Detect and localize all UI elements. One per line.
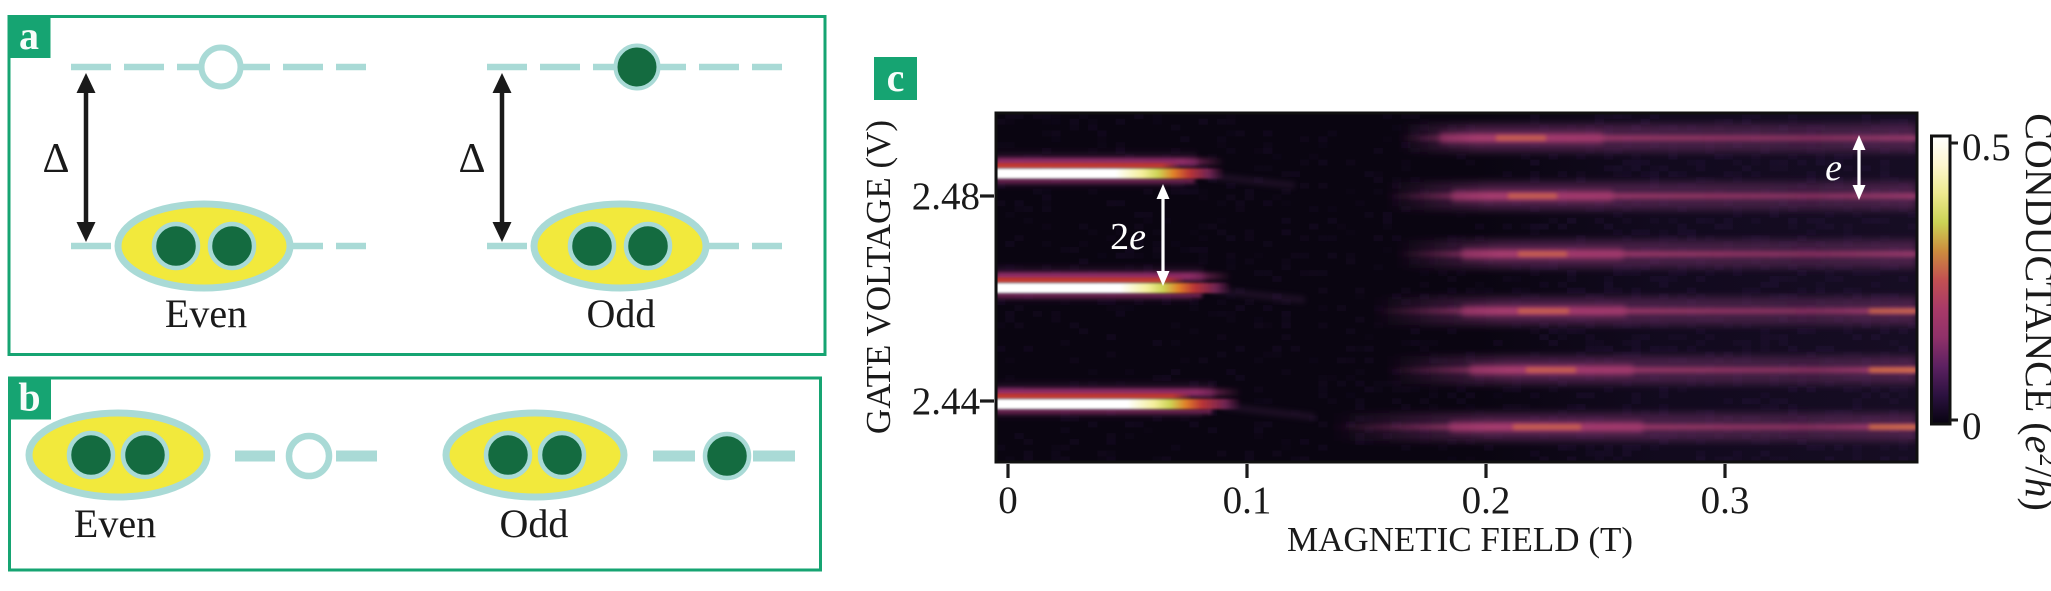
svg-text:e: e: [1825, 147, 1842, 189]
svg-text:GATE VOLTAGE (V): GATE VOLTAGE (V): [859, 120, 898, 434]
svg-text:0.2: 0.2: [1462, 479, 1511, 522]
svg-text:Odd: Odd: [500, 501, 569, 546]
svg-text:0.3: 0.3: [1701, 479, 1750, 522]
svg-text:Even: Even: [165, 291, 247, 336]
svg-text:2.44: 2.44: [912, 380, 980, 423]
svg-text:Even: Even: [74, 501, 156, 546]
svg-text:MAGNETIC FIELD (T): MAGNETIC FIELD (T): [1287, 520, 1633, 559]
svg-text:0: 0: [1962, 405, 1982, 448]
svg-text:0.1: 0.1: [1223, 479, 1272, 522]
svg-text:2.48: 2.48: [912, 175, 980, 218]
svg-text:0.5: 0.5: [1962, 126, 2011, 169]
svg-text:c: c: [887, 55, 905, 100]
svg-text:b: b: [18, 375, 40, 420]
svg-text:a: a: [19, 13, 39, 58]
svg-text:Δ: Δ: [42, 136, 69, 182]
svg-text:0: 0: [998, 479, 1018, 522]
svg-text:CONDUCTANCE (e2/h): CONDUCTANCE (e2/h): [2017, 113, 2051, 511]
svg-text:2e: 2e: [1110, 216, 1146, 258]
svg-text:Δ: Δ: [458, 136, 485, 182]
svg-text:Odd: Odd: [587, 291, 656, 336]
